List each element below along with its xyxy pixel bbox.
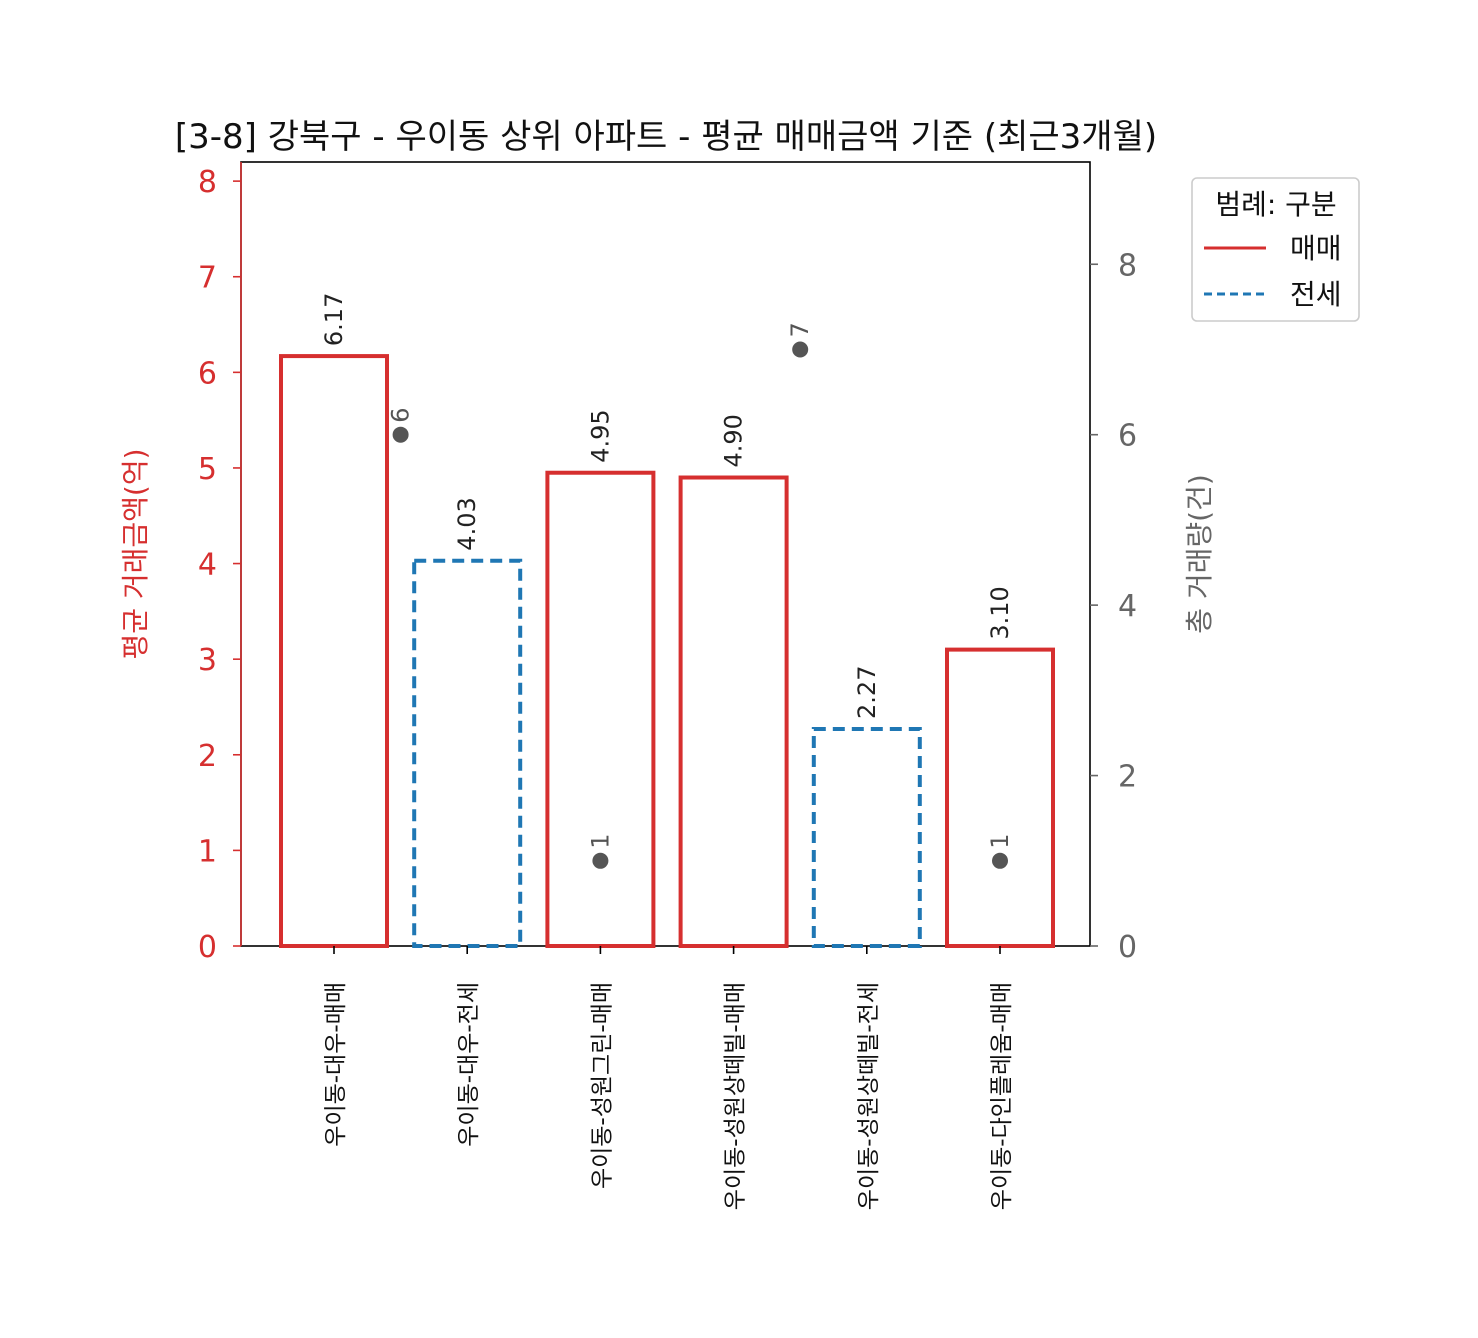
left-y-tick-label: 1 bbox=[198, 834, 217, 869]
right-y-tick-label: 4 bbox=[1118, 589, 1137, 624]
x-tick-label: 우이동-대우-매매 bbox=[323, 982, 349, 1147]
right-y-axis: 0 2 4 6 8 bbox=[1090, 248, 1137, 965]
right-y-tick-label: 6 bbox=[1118, 419, 1137, 454]
left-y-tick-label: 0 bbox=[198, 930, 217, 965]
legend-label-sale: 매매 bbox=[1290, 232, 1342, 265]
x-tick-label: 우이동-성원상떼빌-전세 bbox=[856, 982, 882, 1210]
volume-point-label: 7 bbox=[786, 322, 814, 337]
x-tick-label: 우이동-다인플레움-매매 bbox=[989, 982, 1015, 1210]
left-y-tick-label: 4 bbox=[198, 548, 217, 583]
left-y-tick-label: 3 bbox=[198, 643, 217, 678]
bar bbox=[412, 558, 523, 948]
x-tick-label: 우이동-성원그린-매매 bbox=[589, 982, 615, 1189]
bar-value-label: 3.10 bbox=[986, 586, 1014, 639]
legend-title: 범례: 구분 bbox=[1215, 188, 1336, 221]
left-y-tick-label: 5 bbox=[198, 452, 217, 487]
left-y-axis: 0 1 2 3 4 5 6 7 8 bbox=[198, 162, 242, 965]
bar bbox=[678, 475, 789, 948]
bar bbox=[545, 470, 656, 948]
x-tick-label: 우이동-성원상떼빌-매매 bbox=[723, 982, 749, 1210]
bar bbox=[279, 354, 389, 948]
bar-value-label: 4.03 bbox=[453, 497, 481, 550]
volume-point-series: 6 1 7 1 bbox=[387, 322, 1014, 869]
right-y-axis-label: 총 거래량(건) bbox=[1183, 474, 1216, 634]
x-tick-label: 우이동-대우-전세 bbox=[456, 982, 482, 1147]
chart-title: [3-8] 강북구 - 우이동 상위 아파트 - 평균 매매금액 기준 (최근3… bbox=[175, 117, 1157, 157]
volume-point-label: 6 bbox=[387, 407, 415, 422]
legend: 범례: 구분 매매 전세 bbox=[1191, 177, 1360, 322]
x-axis: 우이동-대우-매매 우이동-대우-전세 우이동-성원그린-매매 우이동-성원상떼빌-매… bbox=[323, 946, 1015, 1210]
bar-value-label: 2.27 bbox=[853, 666, 881, 719]
left-y-tick-label: 7 bbox=[198, 261, 217, 296]
left-y-tick-label: 2 bbox=[198, 739, 217, 774]
left-y-axis-label: 평균 거래금액(억) bbox=[119, 448, 152, 659]
volume-point-label: 1 bbox=[586, 834, 614, 849]
left-y-tick-label: 8 bbox=[198, 165, 217, 200]
volume-point bbox=[592, 852, 609, 869]
right-y-tick-label: 8 bbox=[1118, 248, 1137, 283]
bar-value-label: 4.90 bbox=[720, 414, 748, 467]
right-y-tick-label: 2 bbox=[1118, 760, 1137, 795]
volume-point-label: 1 bbox=[986, 834, 1014, 849]
bar-value-label: 4.95 bbox=[586, 409, 614, 462]
volume-point bbox=[792, 341, 809, 358]
bar-series: 6.17 4.03 4.95 4.90 2.27 3.10 bbox=[279, 293, 1055, 949]
bar bbox=[811, 726, 922, 949]
left-y-tick-label: 6 bbox=[198, 356, 217, 391]
bar-value-label: 6.17 bbox=[320, 293, 348, 346]
legend-label-jeonse: 전세 bbox=[1290, 278, 1342, 311]
plot-area-frame bbox=[240, 161, 1091, 947]
bar bbox=[945, 647, 1055, 948]
legend-box bbox=[1191, 177, 1360, 322]
right-y-tick-label: 0 bbox=[1118, 930, 1137, 965]
volume-point bbox=[392, 426, 409, 443]
volume-point bbox=[992, 852, 1008, 869]
